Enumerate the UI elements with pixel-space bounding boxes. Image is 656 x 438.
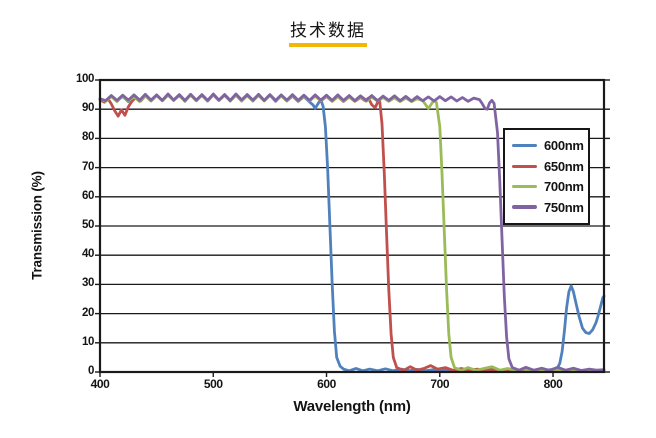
- legend-swatch-750nm: [512, 205, 537, 209]
- legend-label-700nm: 700nm: [544, 179, 584, 195]
- title-underline: [289, 43, 367, 47]
- y-tick-label-100: 100: [76, 73, 94, 85]
- x-tick-label-400: 400: [90, 377, 110, 391]
- y-tick-label-30: 30: [82, 277, 94, 290]
- y-tick-label-90: 90: [82, 102, 94, 115]
- legend-swatch-600nm: [512, 144, 537, 148]
- x-tick-label-600: 600: [317, 377, 336, 391]
- x-tick-label-700: 700: [430, 377, 450, 391]
- y-tick-label-0: 0: [88, 365, 94, 377]
- legend-item-750nm: 750nm: [512, 200, 588, 215]
- legend-label-750nm: 750nm: [544, 199, 584, 215]
- y-tick-label-60: 60: [82, 189, 94, 202]
- legend-swatch-700nm: [512, 185, 537, 189]
- page-title: 技术数据: [290, 21, 366, 40]
- x-tick-label-800: 800: [543, 377, 563, 391]
- y-tick-label-50: 50: [82, 219, 94, 231]
- y-tick-label-70: 70: [82, 160, 94, 173]
- legend-label-650nm: 650nm: [544, 158, 584, 174]
- legend-item-650nm: 650nm: [512, 159, 588, 174]
- legend-item-700nm: 700nm: [512, 179, 588, 194]
- series-group: [98, 92, 606, 373]
- legend-label-600nm: 600nm: [544, 138, 584, 154]
- y-tick-label-10: 10: [82, 335, 94, 348]
- chart-legend: 600nm 650nm 700nm 750nm: [503, 128, 590, 225]
- y-axis-label: Transmission (%): [29, 171, 45, 280]
- series-line-750nm: [98, 92, 606, 372]
- y-tick-label-80: 80: [82, 131, 94, 144]
- legend-swatch-650nm: [512, 164, 537, 168]
- page-header: 技术数据: [0, 16, 656, 47]
- y-tick-label-40: 40: [82, 248, 94, 261]
- y-tick-label-20: 20: [82, 306, 94, 319]
- legend-item-600nm: 600nm: [512, 138, 588, 153]
- x-axis-label: Wavelength (nm): [293, 398, 411, 415]
- x-tick-label-500: 500: [203, 377, 223, 391]
